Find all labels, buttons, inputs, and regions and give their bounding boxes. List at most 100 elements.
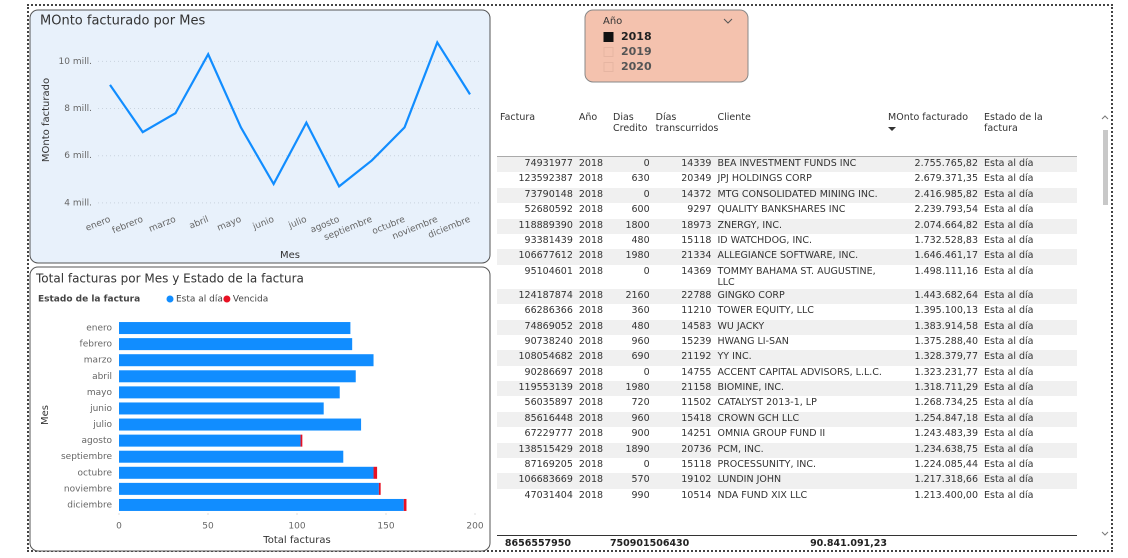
table-row: 56035897 2018 720 11502 CATALYST 2013-1, LP 1… xyxy=(497,396,1077,411)
y-tick-label: mayo xyxy=(87,388,113,398)
total-value: 90.841.091,23 xyxy=(810,538,887,549)
table-cell: 2018 xyxy=(578,234,604,246)
table-cell: 2018 xyxy=(575,473,610,489)
table-cell: 67229777 xyxy=(524,428,573,440)
table-cell: 2018 xyxy=(578,335,604,347)
table-cell: Esta al día xyxy=(981,288,1077,305)
table-row: 74869052 2018 480 14583 WU JACKY 1.383.914,58… xyxy=(497,319,1077,335)
table-row: 119553139 2018 1980 21158 BIOMINE, INC. 1.318… xyxy=(497,381,1077,397)
table-row: 74931977 2018 0 14339 BEA INVESTMENT FUNDS I… xyxy=(497,156,1077,173)
table-cell: 1980 xyxy=(610,381,653,397)
table-cell: 21334 xyxy=(652,249,715,265)
table-cell: 570 xyxy=(610,473,653,489)
slicer-title: Año xyxy=(603,16,622,27)
y-tick-label: diciembre xyxy=(67,500,112,510)
table-cell: 0 xyxy=(643,265,650,277)
table-cell: PCM, INC. xyxy=(714,442,886,459)
table-cell: 15418 xyxy=(652,411,715,428)
table-row: 47031404 2018 990 10514 NDA FUND XIX LLC 1.21… xyxy=(497,489,1077,504)
table-cell: 720 xyxy=(631,397,650,409)
y-tick-label: noviembre xyxy=(64,484,113,494)
sort-indicator[interactable] xyxy=(888,127,897,131)
table-cell: Esta al día xyxy=(981,218,1077,234)
table-cell: 1.243.483,39 xyxy=(914,428,978,440)
table-cell: 1980 xyxy=(610,249,653,265)
slicer-checkbox[interactable] xyxy=(603,62,614,72)
column-header[interactable]: MOnto facturado xyxy=(885,108,981,157)
table-cell: 2018 xyxy=(575,350,610,366)
table-cell: Esta al día xyxy=(981,187,1077,204)
y-tick-label: octubre xyxy=(78,468,113,478)
table-cell: Esta al día xyxy=(984,265,1034,277)
table-cell: Esta al día xyxy=(984,335,1034,347)
table-cell: 1.217.318,66 xyxy=(885,473,981,489)
table-cell: 22788 xyxy=(652,288,715,305)
y-axis-title: MOnto facturado xyxy=(41,78,52,162)
page-border xyxy=(27,4,1113,552)
bar-title: Total facturas por Mes y Estado de la fa… xyxy=(35,272,304,286)
table-cell: 90738240 xyxy=(524,335,573,347)
table-cell: 14583 xyxy=(652,319,715,335)
slicer-checkbox[interactable] xyxy=(603,32,614,42)
table-cell: 990 xyxy=(631,489,650,501)
table-cell: 124187874 xyxy=(497,288,576,305)
column-header[interactable]: Días transcurridos xyxy=(652,108,718,157)
scrollbar[interactable] xyxy=(1100,112,1110,548)
table-cell: 2018 xyxy=(578,305,604,317)
table-cell: 18973 xyxy=(652,218,715,234)
slicer-checkbox[interactable] xyxy=(603,47,614,57)
column-header[interactable]: Estado de la factura xyxy=(981,108,1077,157)
table-cell: 2018 xyxy=(578,204,604,216)
slicer-panel[interactable] xyxy=(584,9,749,83)
table-cell: 11210 xyxy=(681,305,712,317)
table-row: 138515429 2018 1890 20736 PCM, INC. 1.234.638… xyxy=(497,442,1077,459)
table-cell: 690 xyxy=(610,350,653,366)
legend-dot xyxy=(223,295,231,303)
bar-segment xyxy=(119,402,324,415)
table-cell: 15118 xyxy=(681,459,712,471)
table-cell: 480 xyxy=(631,234,650,246)
table-cell: 960 xyxy=(631,335,650,347)
table-cell: 2018 xyxy=(575,156,610,173)
table-cell: 2.074.664,82 xyxy=(885,218,981,234)
table-cell: 118889390 xyxy=(497,218,576,234)
table-cell: 2018 xyxy=(578,428,604,440)
table-cell: 360 xyxy=(631,305,650,317)
table-cell: 480 xyxy=(610,319,653,335)
table-cell: 2018 xyxy=(578,173,604,185)
table-row: 73790148 2018 0 14372 MTG CONSOLIDATED MININ… xyxy=(497,187,1077,204)
bar-segment xyxy=(119,466,374,479)
table-cell: 2018 xyxy=(575,442,610,459)
slicer-option[interactable]: 2019 xyxy=(621,45,652,58)
table-cell: 119553139 xyxy=(497,381,576,397)
legend-title: Estado de la factura xyxy=(38,295,140,305)
table-cell: 74869052 xyxy=(497,319,576,335)
table-cell: 87169205 xyxy=(524,459,573,471)
y-tick-label: junio xyxy=(89,404,112,414)
table-cell: Esta al día xyxy=(981,156,1077,173)
table-cell: Esta al día xyxy=(984,428,1034,440)
table-cell: 1.318.711,29 xyxy=(885,381,981,397)
column-header[interactable]: Año xyxy=(575,108,610,157)
slicer-option[interactable]: 2018 xyxy=(621,30,652,43)
x-tick-label: 50 xyxy=(202,522,214,532)
slicer-option[interactable]: 2020 xyxy=(621,60,652,73)
totals-row: 8656557950 75090 1506430 90.841.091,23 xyxy=(497,535,1077,550)
bar-segment xyxy=(119,354,374,367)
table-cell: 600 xyxy=(631,204,650,216)
table-cell: 2018 xyxy=(575,319,610,335)
table-cell: 2.239.793,54 xyxy=(914,204,978,216)
table-cell: 2.755.765,82 xyxy=(885,156,981,173)
x-axis-title: Total facturas xyxy=(262,535,330,546)
y-tick-label: 4 mill. xyxy=(64,198,92,208)
table-cell: 2018 xyxy=(575,411,610,428)
column-header[interactable]: Dias Credito xyxy=(610,108,653,157)
table-cell: 14339 xyxy=(652,156,715,173)
column-header[interactable]: Factura xyxy=(497,108,576,157)
table-cell: Esta al día xyxy=(984,366,1034,378)
table-cell: 108054682 xyxy=(497,350,576,366)
column-header[interactable]: Cliente xyxy=(714,108,886,157)
slicer-chevron[interactable] xyxy=(723,18,733,24)
scrollbar-graphic[interactable] xyxy=(1100,112,1110,548)
